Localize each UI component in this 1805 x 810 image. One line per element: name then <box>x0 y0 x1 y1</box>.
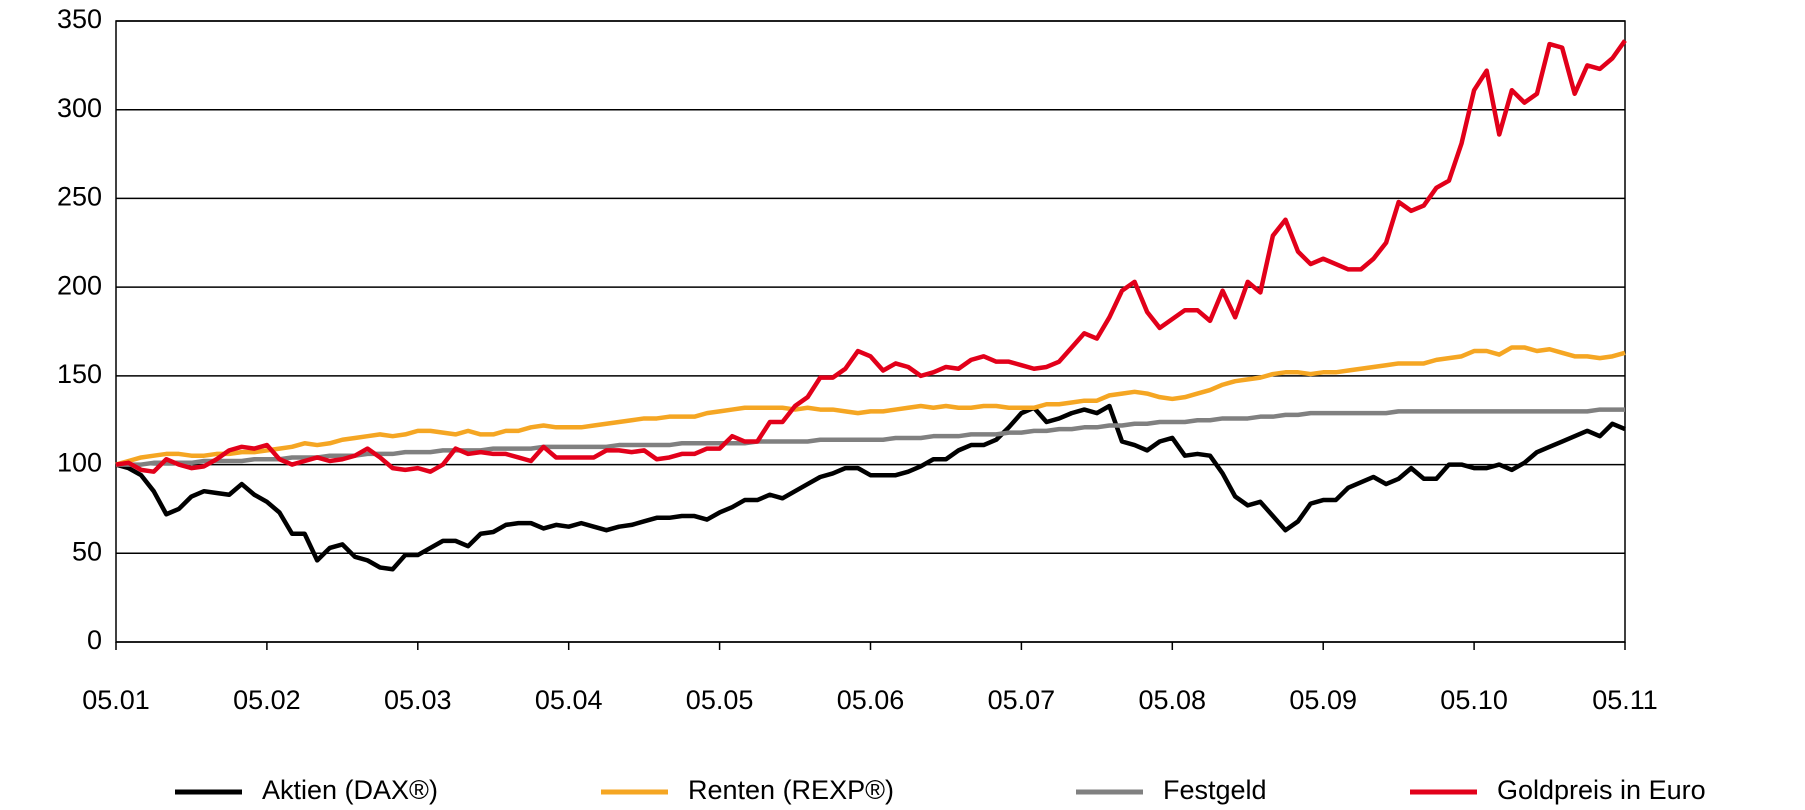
plot-frame <box>115 20 1626 643</box>
y-tick-label: 200 <box>57 270 102 300</box>
x-tick-label: 05.07 <box>988 685 1056 715</box>
y-tick-label: 350 <box>57 4 102 34</box>
legend-label: Goldpreis in Euro <box>1497 775 1706 805</box>
x-tick-label: 05.01 <box>82 685 150 715</box>
series-line <box>115 345 1626 467</box>
y-tick-label: 150 <box>57 359 102 389</box>
y-tick-label: 0 <box>87 625 102 655</box>
legend-label: Renten (REXP®) <box>688 775 894 805</box>
x-tick-label: 05.05 <box>686 685 754 715</box>
x-tick-label: 05.03 <box>384 685 452 715</box>
legend-label: Festgeld <box>1163 775 1267 805</box>
y-tick-label: 50 <box>72 536 102 566</box>
y-tick-label: 250 <box>57 182 102 212</box>
series-line <box>116 407 1625 467</box>
legend-label: Aktien (DAX®) <box>262 775 438 805</box>
series-line <box>115 39 1627 474</box>
series-line <box>115 403 1626 572</box>
x-tick-label: 05.09 <box>1289 685 1357 715</box>
x-tick-label: 05.11 <box>1592 685 1658 715</box>
x-tick-label: 05.06 <box>837 685 905 715</box>
y-tick-label: 300 <box>57 93 102 123</box>
y-tick-label: 100 <box>57 448 102 478</box>
x-tick-label: 05.10 <box>1440 685 1508 715</box>
x-tick-label: 05.02 <box>233 685 301 715</box>
x-tick-label: 05.08 <box>1139 685 1207 715</box>
x-tick-label: 05.04 <box>535 685 603 715</box>
